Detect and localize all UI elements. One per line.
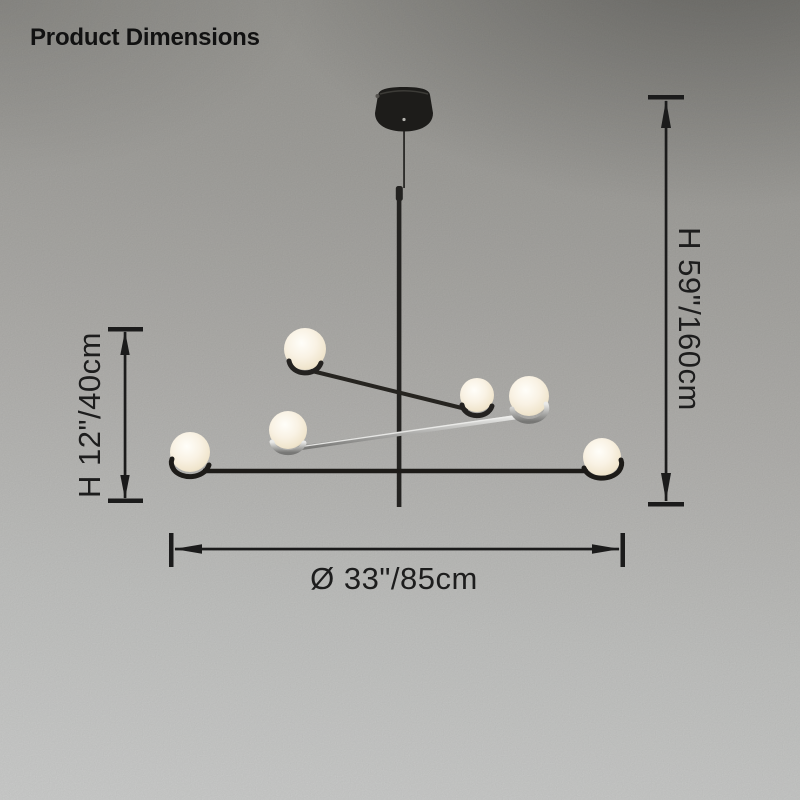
dimension-overall-height xyxy=(648,95,684,507)
canopy-body xyxy=(375,87,433,132)
globe-upper-right-large xyxy=(509,376,549,416)
fixture-height-label: H 12"/40cm xyxy=(72,332,107,498)
suspension-wire xyxy=(403,131,405,188)
dim-shaft xyxy=(664,101,668,501)
dimension-diameter xyxy=(169,533,625,567)
overall-height-label: H 59"/160cm xyxy=(672,227,707,411)
dimension-fixture-height xyxy=(108,327,143,503)
hook-bottom-left xyxy=(168,456,212,480)
dim-cap xyxy=(648,502,684,507)
upper-arm-black xyxy=(310,369,468,411)
dim-cap xyxy=(620,533,625,567)
diameter-label: Ø 33"/85cm xyxy=(310,561,478,596)
canopy-rim-highlight xyxy=(379,90,429,95)
canopy-side-nub xyxy=(375,94,380,98)
dim-cap xyxy=(169,533,174,567)
dim-arrowhead-right xyxy=(592,544,620,554)
dim-arrowhead-up xyxy=(120,331,130,355)
dim-arrowhead-up xyxy=(661,100,671,128)
globe-bottom-right xyxy=(583,438,621,476)
ceiling-canopy xyxy=(375,87,433,201)
hook-bottom-right xyxy=(581,457,625,481)
dim-cap xyxy=(108,498,143,503)
dim-arrowhead-down xyxy=(661,473,671,501)
hook-top-globe xyxy=(286,358,324,376)
center-stem-rod xyxy=(396,198,402,507)
dim-arrowhead-down xyxy=(120,475,130,499)
globe-hooks xyxy=(168,358,625,481)
globe-bottom-left xyxy=(170,432,210,472)
dim-shaft xyxy=(175,547,619,551)
hook-middle-left-silver xyxy=(269,439,307,456)
rod-sleeve xyxy=(395,186,403,201)
dim-arrowhead-left xyxy=(174,544,202,554)
dim-cap xyxy=(648,95,684,100)
canopy-screw xyxy=(402,117,406,122)
globe-top xyxy=(284,328,326,370)
globe-middle-left xyxy=(269,411,307,449)
middle-arm-silver xyxy=(297,414,520,451)
globe-upper-right-small xyxy=(460,378,494,412)
hook-upper-right-large-silver xyxy=(509,401,550,424)
glass-globes xyxy=(170,328,621,476)
hook-upper-right-small xyxy=(459,402,495,419)
dim-cap xyxy=(108,327,143,332)
dim-shaft xyxy=(123,332,127,498)
middle-arm-silver-highlight xyxy=(300,414,517,448)
